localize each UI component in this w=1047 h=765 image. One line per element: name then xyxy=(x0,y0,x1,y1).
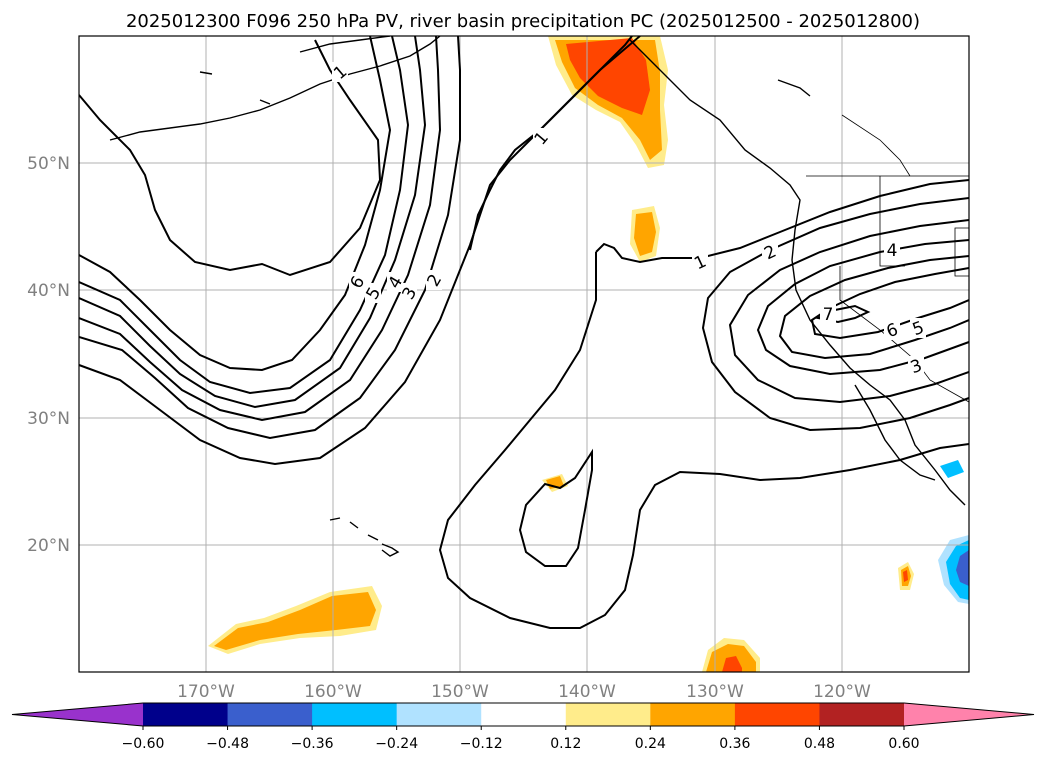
colorbar-tick-label: −0.36 xyxy=(291,736,334,752)
colorbar-segment xyxy=(650,703,736,726)
pv-label-e4: 4 xyxy=(887,241,898,261)
lon-label-150w: 150°W xyxy=(431,682,489,702)
longitude-labels: 170°W 160°W 150°W 140°W 130°W 120°W xyxy=(177,682,871,702)
colorbar-tick-label: 0.36 xyxy=(719,736,750,752)
colorbar-segment xyxy=(565,703,651,726)
map-frame xyxy=(78,35,970,673)
lon-label-140w: 140°W xyxy=(558,682,616,702)
precip-blob-offshore-core xyxy=(634,212,656,256)
lat-label-50n: 50°N xyxy=(27,154,70,174)
precip-blob-hawaii-core xyxy=(214,592,376,650)
pv-contours xyxy=(79,36,969,629)
latitude-labels: 50°N 40°N 30°N 20°N xyxy=(27,154,70,556)
lon-label-160w: 160°W xyxy=(304,682,362,702)
colorbar-tick-label: −0.24 xyxy=(375,736,418,752)
lon-label-120w: 120°W xyxy=(813,682,871,702)
lat-label-20n: 20°N xyxy=(27,536,70,556)
precip-blob-baja xyxy=(940,460,964,478)
coastlines xyxy=(109,36,966,557)
lon-label-130w: 130°W xyxy=(686,682,744,702)
colorbar-tick-label: 0.60 xyxy=(888,736,919,752)
pv-contour-labels: 1 6 5 4 3 2 1 1 2 4 7 6 5 3 xyxy=(330,62,927,379)
colorbar: −0.60 −0.48 −0.36 −0.24 −0.12 0.12 0.24 0.36 0.4… xyxy=(11,702,1035,752)
colorbar-segment xyxy=(227,703,313,726)
map-content xyxy=(79,36,969,672)
lon-label-170w: 170°W xyxy=(177,682,235,702)
colorbar-extend-low xyxy=(12,703,143,726)
colorbar-segment xyxy=(481,703,567,726)
precip-shading xyxy=(208,36,969,672)
colorbar-extend-high xyxy=(904,703,1034,726)
gridlines xyxy=(79,36,969,672)
precip-blob-negative-core xyxy=(956,550,969,586)
colorbar-segment xyxy=(143,703,229,726)
colorbar-tick-label: −0.48 xyxy=(206,736,249,752)
precip-blob-bottom-peak xyxy=(722,656,742,672)
figure-title: 2025012300 F096 250 hPa PV, river basin … xyxy=(126,11,920,32)
colorbar-segment xyxy=(396,703,482,726)
colorbar-segment xyxy=(312,703,398,726)
colorbar-tick-label: −0.60 xyxy=(122,736,165,752)
colorbar-tick-label: 0.24 xyxy=(635,736,666,752)
map-background xyxy=(79,36,969,672)
colorbar-segment xyxy=(819,703,905,726)
colorbar-tick-label: −0.12 xyxy=(460,736,503,752)
colorbar-tick-label: 0.12 xyxy=(550,736,581,752)
precip-blob-mexico-coast-peak xyxy=(903,570,908,582)
colorbar-tick-label: 0.48 xyxy=(804,736,835,752)
pv-label-e7: 7 xyxy=(823,305,834,325)
colorbar-segment xyxy=(734,703,820,726)
lat-label-30n: 30°N xyxy=(27,409,70,429)
lat-label-40n: 40°N xyxy=(27,281,70,301)
